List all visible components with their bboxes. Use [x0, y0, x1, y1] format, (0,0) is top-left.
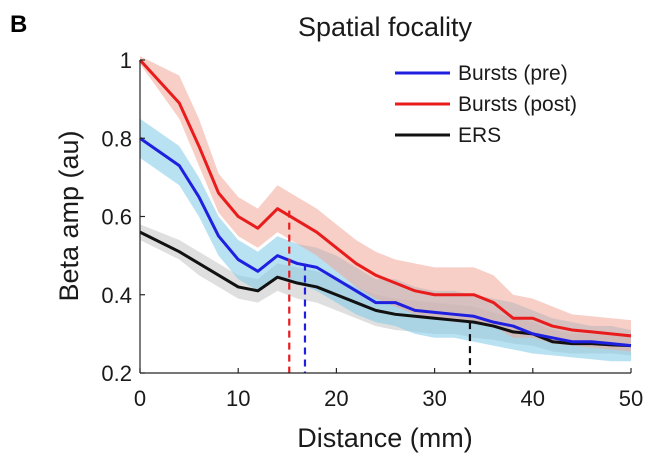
y-axis-title: Beta amp (au) [54, 130, 84, 301]
y-tick-label: 0.2 [101, 361, 132, 386]
line-ers [139, 230, 632, 348]
x-tick-label: 50 [619, 386, 643, 411]
x-tick-label: 10 [226, 386, 250, 411]
line-bursts-pre [139, 137, 632, 348]
chart-title: Spatial focality [298, 12, 473, 42]
series-lines [138, 58, 632, 348]
x-tick-label: 20 [324, 386, 348, 411]
legend: Bursts (pre) Bursts (post) ERS [395, 62, 577, 147]
y-tick-label: 0.4 [101, 283, 132, 308]
x-tick-label: 0 [134, 386, 146, 411]
x-axis-title: Distance (mm) [297, 423, 473, 453]
panel-label: B [10, 11, 27, 38]
y-ticks: 0.2 0.4 0.6 0.8 1 [101, 48, 145, 386]
x-tick-label: 30 [422, 386, 446, 411]
y-tick-label: 0.8 [101, 126, 132, 151]
peak-markers [288, 210, 472, 373]
y-tick-label: 1 [120, 48, 132, 73]
legend-label-bursts-post: Bursts (post) [458, 93, 577, 116]
legend-label-ers: ERS [458, 124, 501, 147]
legend-label-bursts-pre: Bursts (pre) [458, 62, 568, 85]
band-bursts-post [140, 56, 631, 352]
line-bursts-post [138, 58, 632, 338]
x-ticks: 0 10 20 30 40 50 [134, 368, 643, 411]
y-tick-label: 0.6 [101, 205, 132, 230]
x-tick-label: 40 [521, 386, 545, 411]
